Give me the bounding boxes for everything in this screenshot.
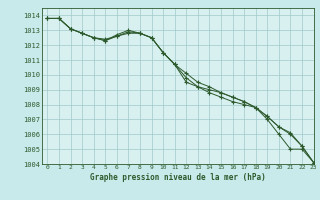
X-axis label: Graphe pression niveau de la mer (hPa): Graphe pression niveau de la mer (hPa) — [90, 173, 266, 182]
